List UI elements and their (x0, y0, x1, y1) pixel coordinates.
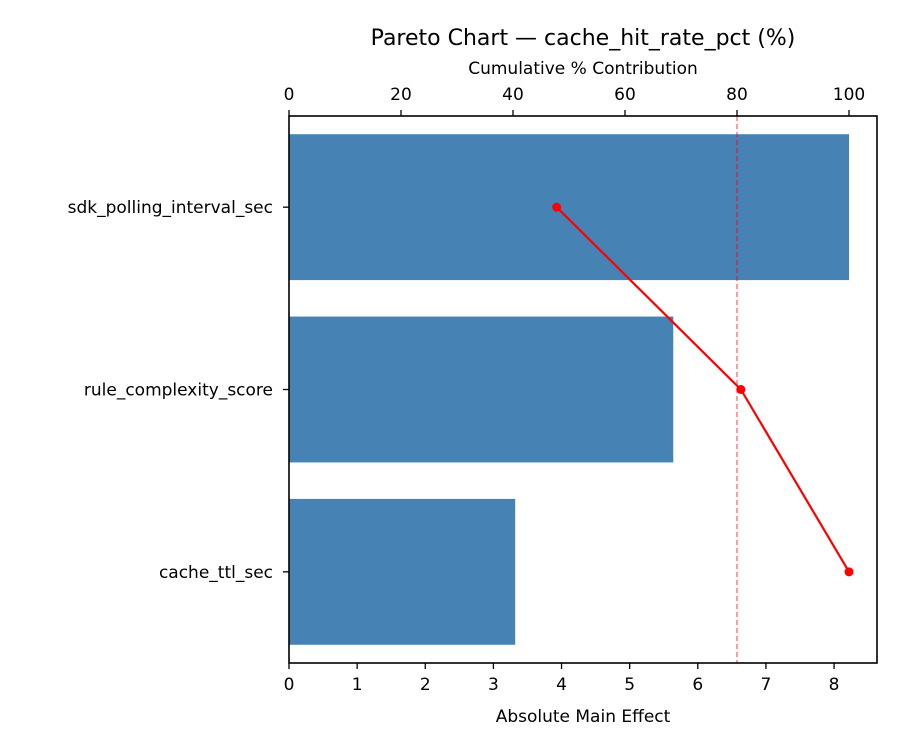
x-tick-label: 2 (420, 675, 431, 695)
cumulative-point-3 (844, 567, 854, 577)
bar-series (289, 134, 850, 645)
x2-tick-label: 20 (390, 85, 412, 105)
x-tick-label: 5 (624, 675, 635, 695)
cumulative-line-series (552, 202, 854, 577)
x2-tick-label: 80 (726, 85, 748, 105)
y-tick-label: rule_complexity_score (84, 381, 273, 401)
bar-sdk-polling-interval-sec (289, 134, 850, 281)
bottom-axis-label: Absolute Main Effect (496, 707, 671, 727)
x2-tick-label: 60 (614, 85, 636, 105)
top-axis-ticks: 0 20 40 60 80 100 (284, 85, 865, 116)
cumulative-point-2 (736, 385, 746, 394)
x-tick-label: 1 (352, 675, 363, 695)
x-tick-label: 3 (488, 675, 499, 695)
bar-cache-ttl-sec (289, 498, 516, 645)
y-tick-label: cache_ttl_sec (159, 563, 273, 583)
y-axis-ticks: sdk_polling_interval_sec rule_complexity_… (68, 198, 289, 583)
bottom-axis-ticks: 0 1 2 3 4 5 6 7 8 (284, 663, 840, 695)
x-tick-label: 6 (692, 675, 703, 695)
x-tick-label: 0 (284, 675, 295, 695)
x2-tick-label: 100 (833, 85, 865, 105)
x2-tick-label: 0 (284, 85, 295, 105)
x2-tick-label: 40 (502, 85, 524, 105)
cumulative-point-1 (552, 202, 562, 212)
x-tick-label: 8 (829, 675, 840, 695)
chart-title: Pareto Chart — cache_hit_rate_pct (%) (371, 26, 796, 51)
y-tick-label: sdk_polling_interval_sec (68, 198, 273, 218)
top-axis-label: Cumulative % Contribution (468, 59, 698, 79)
x-tick-label: 4 (556, 675, 567, 695)
x-tick-label: 7 (761, 675, 772, 695)
bar-rule-complexity-score (289, 316, 674, 463)
